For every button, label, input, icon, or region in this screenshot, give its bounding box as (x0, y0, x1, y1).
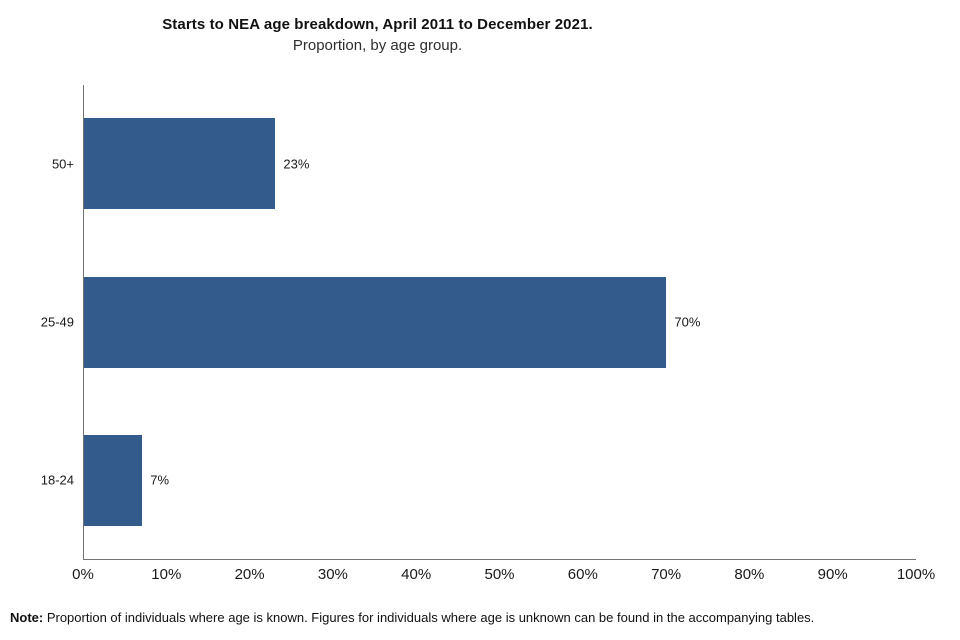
category-label-50-: 50+ (51, 156, 74, 172)
value-label-50-: 23% (283, 156, 310, 172)
x-tick-80pct: 80% (734, 566, 765, 583)
bar-25-49 (84, 276, 667, 368)
x-tick-20pct: 20% (234, 566, 265, 583)
bar-50- (84, 118, 276, 210)
note-text: Proportion of individuals where age is k… (43, 610, 815, 625)
x-tick-30pct: 30% (317, 566, 348, 583)
category-label-25-49: 25-49 (40, 314, 74, 330)
x-tick-10pct: 10% (151, 566, 182, 583)
x-axis-ticks: 0% 10% 20% 30% 40% 50% 60% 70% 80% 90% 100% (72, 566, 935, 586)
chart-subtitle: Proportion, by age group. (292, 37, 463, 54)
value-label-25-49: 70% (674, 314, 701, 330)
chart-note: Note: Proportion of individuals where ag… (10, 610, 814, 625)
value-label-18-24: 7% (150, 472, 170, 488)
x-tick-0pct: 0% (72, 566, 94, 583)
bar-18-24 (84, 434, 143, 526)
chart-title: Starts to NEA age breakdown, April 2011 … (162, 16, 593, 33)
plot-area: 50+ 23% 25-49 70% 18-24 7% (41, 85, 916, 560)
chart-header: Starts to NEA age breakdown, April 2011 … (0, 16, 755, 54)
x-tick-40pct: 40% (401, 566, 432, 583)
category-label-18-24: 18-24 (40, 472, 74, 488)
x-tick-50pct: 50% (484, 566, 515, 583)
x-tick-100pct: 100% (896, 566, 936, 583)
note-label: Note: (10, 610, 44, 625)
x-tick-90pct: 90% (817, 566, 848, 583)
x-tick-60pct: 60% (567, 566, 598, 583)
x-tick-70pct: 70% (651, 566, 682, 583)
